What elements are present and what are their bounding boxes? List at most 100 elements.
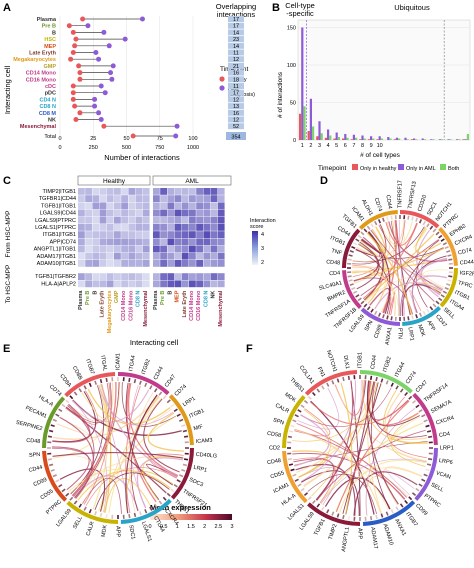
bar [389, 138, 392, 140]
bar [329, 135, 332, 140]
healthy-point [73, 117, 79, 122]
gene-label: HLA-A [281, 493, 298, 508]
heatmap-cell [181, 202, 189, 210]
rowgroup-to: To HSC-MPP [5, 265, 12, 304]
x-tick-label: 8 [361, 143, 364, 149]
heatmap-cell [99, 231, 107, 238]
heatmap-cell [153, 260, 160, 267]
expression-tick [176, 413, 181, 417]
expression-tick [181, 424, 186, 428]
expression-tick [88, 382, 92, 387]
legend-c-tick-4: 4 [261, 232, 264, 238]
heatmap-cell [106, 209, 114, 217]
heatmap-cell [78, 202, 85, 210]
overlap-box [228, 36, 244, 43]
overlap-value: 11 [233, 84, 239, 90]
aml-point [102, 90, 108, 96]
expression-tick [321, 506, 325, 511]
heatmap-cell [210, 188, 218, 195]
heatmap-cell [121, 216, 128, 224]
bar [456, 139, 459, 140]
bar [361, 135, 364, 140]
x-tick-label: 1 [301, 143, 304, 149]
x-tick-label: 4 [327, 143, 330, 149]
interaction-chord [352, 270, 396, 316]
heatmap-cell [203, 195, 211, 202]
heatmap-cell [78, 216, 85, 224]
cell-type-arc [438, 226, 458, 266]
total-aml-point [173, 133, 179, 139]
heatmap-cell [142, 188, 150, 195]
overlap-box [228, 69, 244, 76]
healthy-point [66, 23, 72, 29]
aml-point [98, 117, 104, 122]
expression-tick [363, 228, 368, 233]
expression-tick [331, 511, 335, 516]
heatmap-cell [167, 231, 175, 238]
heatmap-cell [121, 252, 128, 260]
heatmap-cell [92, 280, 100, 288]
heatmap-cell [189, 231, 196, 238]
heatmap-cell [203, 209, 211, 217]
cell-type-arc [168, 394, 194, 446]
expression-tick [351, 245, 356, 250]
expression-tick [415, 314, 418, 319]
heatmap-cell [210, 202, 218, 210]
bar [421, 138, 424, 140]
gene-label: CD44 [460, 259, 474, 266]
interaction-chord [296, 382, 378, 473]
overlap-value: 13 [233, 104, 239, 110]
gene-label: CD8B [71, 365, 83, 381]
gene-label: ITGB2 [382, 356, 393, 373]
heatmap-cell [106, 252, 114, 260]
heatmap-cell [181, 273, 189, 280]
gene-label: TGFB1 [313, 518, 326, 537]
expression-tick [438, 234, 443, 239]
heatmap-cell [99, 202, 107, 210]
gene-label: CD55 [270, 470, 285, 480]
bar [395, 137, 398, 140]
heatmap-cell [128, 224, 136, 231]
interaction-chord [365, 407, 416, 516]
heatmap-cell [217, 202, 225, 210]
interaction-chord [413, 227, 428, 249]
overlap-value: 17 [233, 24, 239, 30]
expression-tick [288, 430, 294, 433]
expression-tick [321, 385, 325, 390]
heatmap-cell [128, 216, 136, 224]
heatmap-cell [174, 238, 182, 246]
expression-tick [182, 429, 188, 433]
heatmap-cell [167, 224, 175, 231]
heatmap-cell [189, 273, 196, 280]
bar [404, 137, 407, 140]
heatmap-cell [210, 273, 218, 280]
cell-type-arc [282, 395, 306, 448]
heatmap-cell [217, 273, 225, 280]
expression-tick [435, 300, 440, 305]
heatmap-cell [128, 209, 136, 217]
overlap-value: 12 [233, 118, 239, 124]
heatmap-cell [121, 195, 128, 202]
expression-tick [303, 399, 309, 404]
heatmap-cell [217, 224, 225, 231]
gene-label: SDC1 [426, 201, 438, 217]
col-header-aml-box [152, 175, 232, 186]
interaction-chord [82, 477, 122, 514]
col-header-healthy: Healthy [103, 178, 126, 185]
interaction-chord [353, 247, 444, 282]
interaction-chord [366, 232, 413, 315]
expression-tick [370, 375, 373, 380]
healthy-point [101, 123, 107, 129]
row-label: TGFB1|TGFBR2 [35, 274, 76, 280]
cell-label: CD16 Mono [26, 77, 57, 83]
heatmap-cell [153, 202, 160, 210]
expression-tick [331, 380, 335, 385]
heatmap-cell [203, 252, 211, 260]
heatmap-cell [174, 280, 182, 288]
cell-label: HSC [44, 37, 56, 43]
heatmap-cell [114, 260, 121, 267]
interaction-chord [345, 381, 375, 515]
expression-tick [404, 391, 409, 397]
heatmap-cell [99, 252, 107, 260]
legend-c-tick-3: 3 [261, 246, 264, 252]
